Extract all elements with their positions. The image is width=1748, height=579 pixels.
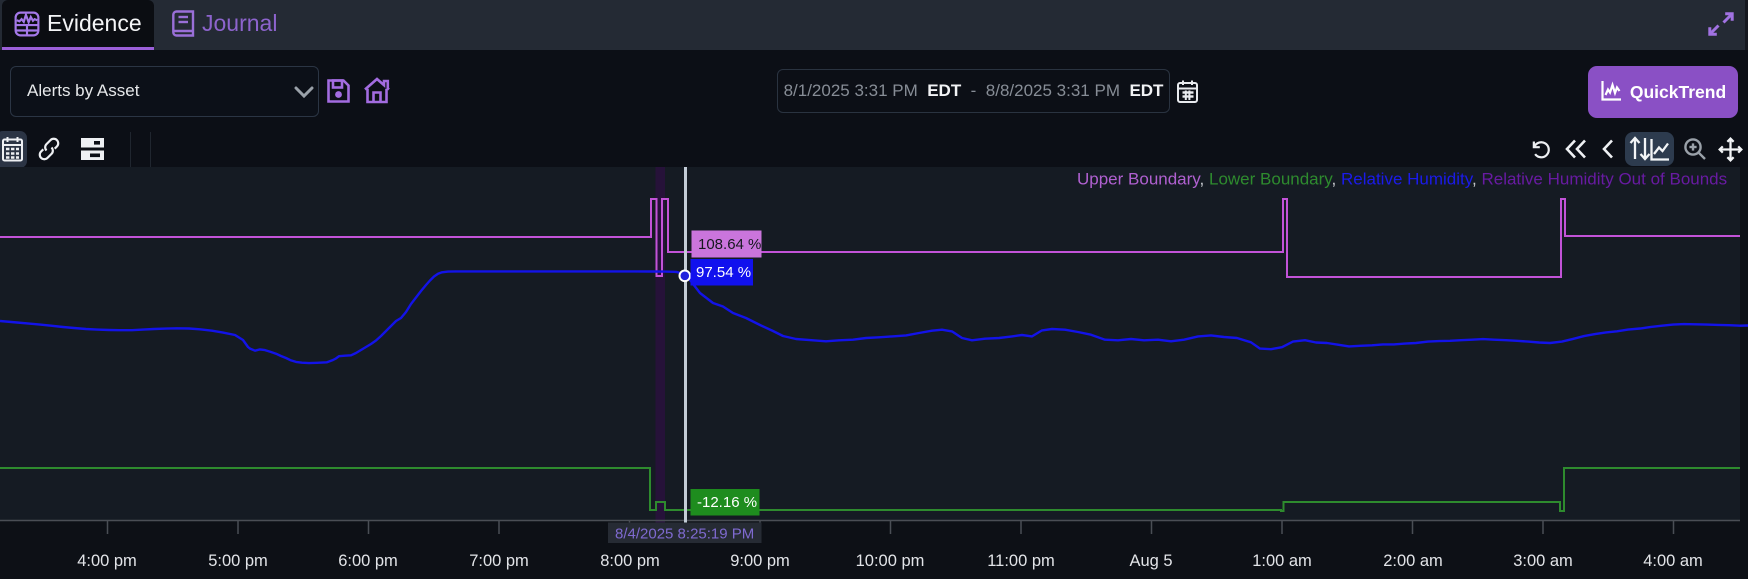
svg-text:7:00 pm: 7:00 pm [469, 552, 529, 570]
svg-text:5:00 pm: 5:00 pm [208, 552, 268, 570]
svg-text:108.64 %: 108.64 % [698, 236, 761, 253]
svg-text:9:00 pm: 9:00 pm [730, 552, 790, 570]
svg-text:8:00 pm: 8:00 pm [600, 552, 660, 570]
svg-text:8/4/2025 8:25:19 PM: 8/4/2025 8:25:19 PM [615, 526, 754, 543]
svg-text:Upper Boundary, Lower Boundary: Upper Boundary, Lower Boundary, Relative… [1077, 170, 1727, 189]
svg-text:4:00 pm: 4:00 pm [77, 552, 137, 570]
svg-text:97.54 %: 97.54 % [696, 264, 751, 281]
svg-text:11:00 pm: 11:00 pm [987, 552, 1055, 570]
svg-text:6:00 pm: 6:00 pm [338, 552, 398, 570]
svg-text:3:00 am: 3:00 am [1513, 552, 1573, 570]
svg-text:4:00 am: 4:00 am [1643, 552, 1703, 570]
svg-text:10:00 pm: 10:00 pm [856, 552, 925, 570]
svg-text:Aug 5: Aug 5 [1129, 552, 1172, 570]
svg-text:1:00 am: 1:00 am [1252, 552, 1312, 570]
svg-text:2:00 am: 2:00 am [1383, 552, 1443, 570]
svg-text:-12.16 %: -12.16 % [697, 494, 757, 511]
